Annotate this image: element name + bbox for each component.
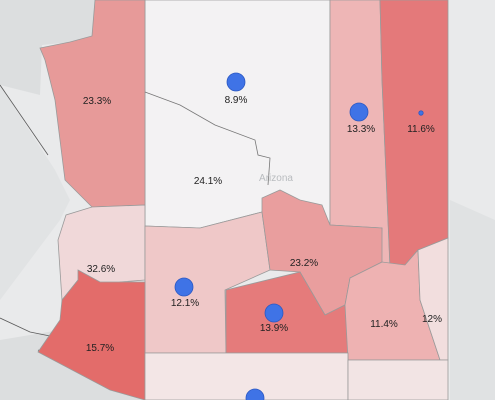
coconino-inner-boundary [144,91,271,186]
label-greenlee: 12% [422,314,442,325]
label-coconino: 24.1% [194,176,222,187]
dot-apache[interactable] [418,110,424,116]
dot-maricopa[interactable] [264,303,284,323]
label-graham: 11.4% [370,319,398,330]
counties [37,0,449,400]
border-line-northwest [0,84,49,156]
neighbor-land-west [0,85,70,300]
label-coconino-north: 8.9% [225,95,248,106]
label-apache: 11.6% [407,124,435,135]
dot-coconino-north[interactable] [226,72,246,92]
dot-pima[interactable] [245,388,265,400]
neighbor-land-east [450,200,495,400]
value-labels: 23.3% 24.1% 8.9% 13.3% 11.6% 32.6% 12.1%… [83,95,442,354]
county-mohave[interactable] [39,0,146,208]
county-pima[interactable] [144,352,349,400]
symbol-dots [174,72,424,400]
label-yavapai: 12.1% [171,298,199,309]
label-yuma: 15.7% [86,343,114,354]
label-navajo: 13.3% [347,124,375,135]
county-yuma[interactable] [37,269,146,400]
neighbor-land-northwest [0,0,95,95]
dot-yavapai[interactable] [174,277,194,297]
label-maricopa: 13.9% [260,323,288,334]
dot-navajo[interactable] [349,102,369,122]
label-gila: 23.2% [290,258,318,269]
state-label: Arizona [259,173,293,184]
county-coconino[interactable] [144,0,331,229]
county-cochise[interactable] [347,359,449,400]
label-mohave: 23.3% [83,96,111,107]
label-la-paz: 32.6% [87,264,115,275]
